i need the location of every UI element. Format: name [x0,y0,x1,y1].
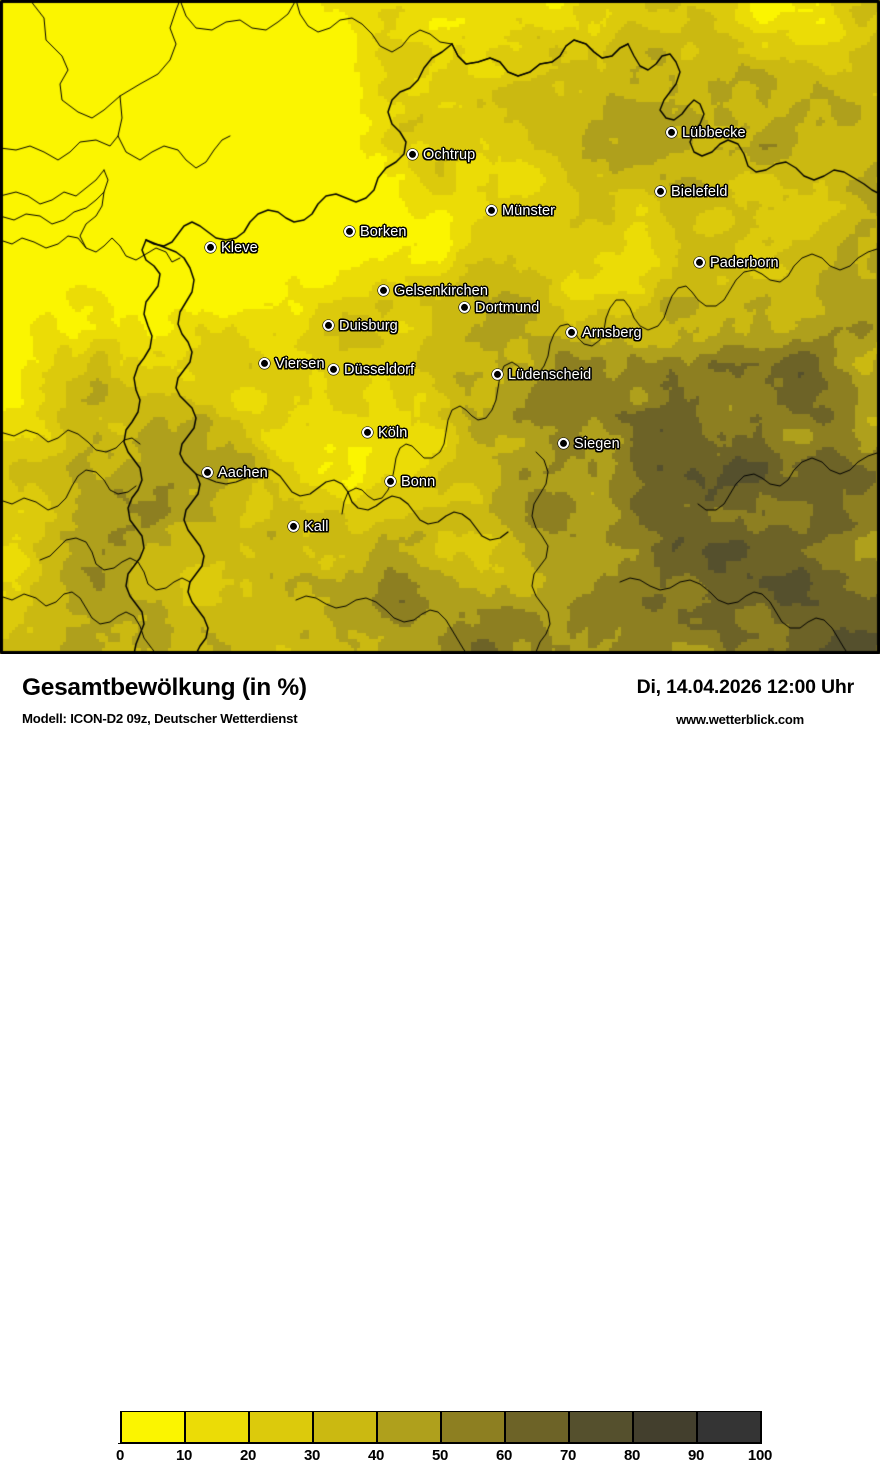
colorbar-label-40: 40 [367,1447,385,1464]
colorbar-tick-10 [184,1411,186,1444]
colorbar-tick-20 [248,1411,250,1444]
city-label-munster: Münster [486,203,555,219]
city-label-koln: Köln [362,425,407,441]
city-marker-icon [385,475,396,487]
city-marker-icon [666,126,677,138]
page-title: Gesamtbewölkung (in %) [22,674,307,701]
city-label-bielefeld: Bielefeld [655,184,728,200]
city-marker-icon [566,326,577,338]
city-name: Köln [378,425,408,442]
colorbar-tick-0 [120,1411,122,1444]
city-name: Bielefeld [671,184,728,201]
colorbar-tick-90 [696,1411,698,1444]
city-name: Düsseldorf [344,362,415,379]
colorbar-label-100: 100 [747,1447,773,1464]
colorbar-label-70: 70 [559,1447,577,1464]
city-name: Ochtrup [423,147,476,164]
city-name: Lübbecke [682,125,746,142]
city-label-bonn: Bonn [385,474,435,490]
colorbar-label-80: 80 [623,1447,641,1464]
colorbar-tick-70 [568,1411,570,1444]
city-label-gelsenkirchen: Gelsenkirchen [378,283,488,299]
colorbar-tick-30 [312,1411,314,1444]
city-label-kleve: Kleve [205,240,258,256]
city-label-kall: Kall [288,519,329,535]
city-marker-icon [202,466,213,478]
colorbar-tick-40 [376,1411,378,1444]
city-name: Münster [502,203,556,220]
city-marker-icon [492,368,503,380]
city-name: Dortmund [475,300,540,317]
city-label-aachen: Aachen [202,465,268,481]
city-label-dortmund: Dortmund [459,300,539,316]
city-label-lubbecke: Lübbecke [666,125,746,141]
city-marker-icon [323,319,334,331]
colorbar-label-20: 20 [239,1447,257,1464]
city-name: Siegen [574,436,620,453]
colorbar-axis [118,1411,762,1447]
city-name: Kall [304,519,329,536]
city-marker-icon [459,301,470,313]
city-marker-icon [328,363,339,375]
colorbar-label-10: 10 [175,1447,193,1464]
city-label-ludenscheid: Lüdenscheid [492,367,591,383]
city-marker-icon [558,437,569,449]
colorbar-label-50: 50 [431,1447,449,1464]
city-name: Bonn [401,474,436,491]
city-name: Paderborn [710,255,779,272]
city-name: Duisburg [339,318,398,335]
colorbar-tick-60 [504,1411,506,1444]
city-label-dusseldorf: Düsseldorf [328,362,414,378]
city-marker-icon [362,426,373,438]
colorbar-tick-80 [632,1411,634,1444]
map-panel[interactable]: Ochtrup Lübbecke Bielefeld Münster Borken Kle… [0,0,880,654]
city-marker-icon [407,148,418,160]
city-label-ochtrup: Ochtrup [407,147,475,163]
map-label-overlay: Ochtrup Lübbecke Bielefeld Münster Borken Kle… [0,0,880,654]
colorbar-label-0: 0 [115,1447,125,1464]
city-marker-icon [288,520,299,532]
city-marker-icon [344,225,355,237]
city-label-siegen: Siegen [558,436,620,452]
city-label-duisburg: Duisburg [323,318,398,334]
city-name: Aachen [218,465,268,482]
colorbar-tick-50 [440,1411,442,1444]
city-marker-icon [486,204,497,216]
city-marker-icon [655,185,666,197]
city-name: Lüdenscheid [508,367,592,384]
city-marker-icon [694,256,705,268]
city-name: Borken [360,224,407,241]
valid-datetime: Di, 14.04.2026 12:00 Uhr [636,676,855,698]
website-label: www.wetterblick.com [676,712,804,727]
caption-bar: Gesamtbewölkung (in %) Modell: ICON-D2 0… [0,654,880,1464]
city-marker-icon [205,241,216,253]
city-label-paderborn: Paderborn [694,255,779,271]
city-name: Viersen [275,356,325,373]
city-name: Kleve [221,240,258,257]
city-name: Arnsberg [582,325,642,342]
city-marker-icon [378,284,389,296]
colorbar-tick-labels: 0 10 20 30 40 50 60 70 80 90 100 [0,1447,880,1473]
city-label-arnsberg: Arnsberg [566,325,642,341]
city-label-borken: Borken [344,224,407,240]
city-label-viersen: Viersen [259,356,325,372]
colorbar-label-90: 90 [687,1447,705,1464]
colorbar-label-30: 30 [303,1447,321,1464]
colorbar-tick-100 [760,1411,762,1444]
colorbar-label-60: 60 [495,1447,513,1464]
city-marker-icon [259,357,270,369]
cloud-cover-raster [0,0,880,654]
model-subtitle: Modell: ICON-D2 09z, Deutscher Wetterdie… [22,711,298,726]
city-name: Gelsenkirchen [394,283,488,300]
